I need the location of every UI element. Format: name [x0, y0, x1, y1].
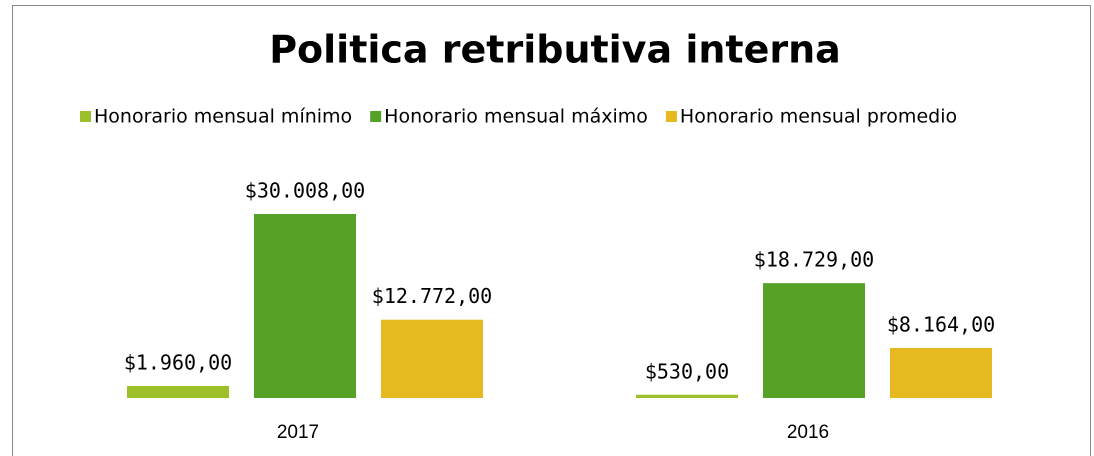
legend-label: Honorario mensual promedio: [680, 106, 957, 128]
bar: [127, 385, 229, 398]
bar: [636, 394, 738, 398]
data-label: $530,00: [645, 359, 729, 383]
bar: [763, 283, 865, 398]
bar: [890, 347, 992, 398]
x-tick-label: 2016: [787, 422, 829, 443]
data-label: $1.960,00: [124, 350, 232, 374]
legend-swatch: [665, 111, 677, 122]
legend-swatch: [370, 111, 382, 122]
legend-label: Honorario mensual máximo: [384, 106, 648, 128]
data-label: $12.772,00: [372, 284, 492, 308]
data-label: $18.729,00: [754, 248, 874, 272]
bar: [381, 319, 483, 398]
legend-swatch: [80, 111, 91, 122]
x-tick-label: 2017: [277, 422, 319, 443]
data-label: $30.008,00: [245, 179, 365, 203]
data-label: $8.164,00: [887, 312, 995, 336]
chart-title: Politica retributiva interna: [269, 28, 841, 72]
legend-label: Honorario mensual mínimo: [94, 106, 352, 128]
bar: [254, 214, 356, 398]
